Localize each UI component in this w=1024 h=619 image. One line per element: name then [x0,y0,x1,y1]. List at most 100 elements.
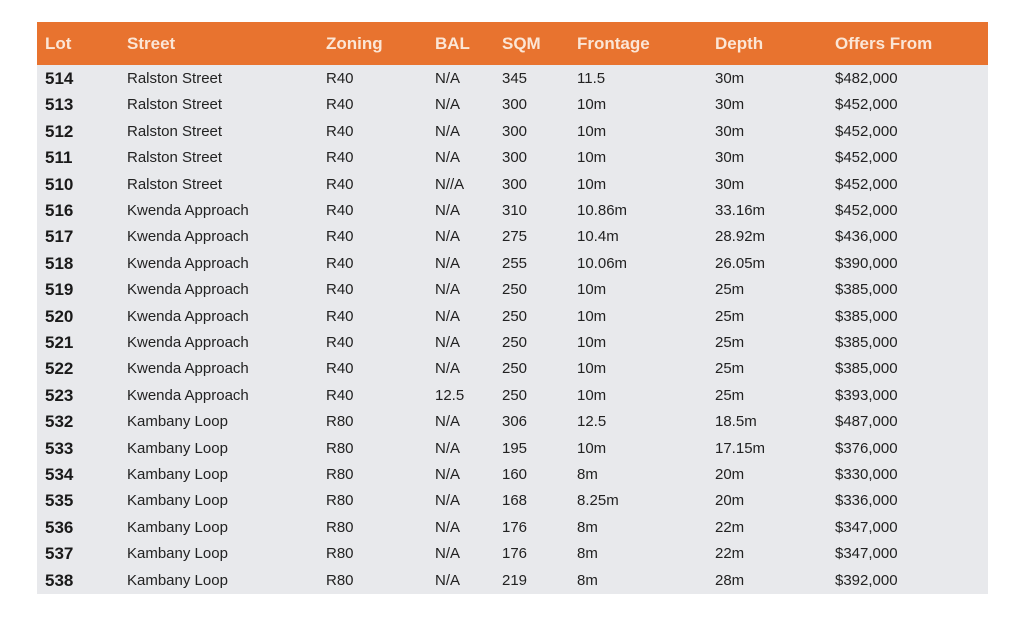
cell-depth: 28.92m [715,228,766,246]
cell-zoning: R40 [326,307,354,325]
cell-depth: 30m [715,70,745,87]
cell-depth: 17.15m [715,439,766,457]
cell-street: Kambany Loop [127,545,228,563]
cell-bal: N/A [435,307,461,325]
cell-bal: N/A [435,122,461,140]
cell-zoning: R40 [326,202,354,219]
cell-depth: 28m [715,571,745,589]
table-row: 523 Kwenda Approach R40 12.5 250 10m 25m $393,0… [37,383,988,409]
header-bal: BAL [435,34,470,53]
table-row: 510 Ralston Street R40 N//A 300 10m 30m $452,00… [37,172,988,198]
cell-street: Ralston Street [127,96,223,114]
table-row: 516 Kwenda Approach R40 N/A 310 10.86m 33.16m $… [37,198,988,224]
cell-sqm: 300 [502,122,528,140]
cell-street: Kambany Loop [127,518,228,536]
cell-sqm: 250 [502,307,528,325]
cell-street: Ralston Street [127,122,223,140]
table-row: 521 Kwenda Approach R40 N/A 250 10m 25m $385,00… [37,330,988,356]
cell-frontage: 10m [577,386,607,404]
cell-bal: N/A [435,254,461,272]
cell-sqm: 168 [502,492,528,510]
cell-street: Kwenda Approach [127,254,249,272]
cell-street: Kwenda Approach [127,228,249,246]
cell-offers-from: $385,000 [835,307,898,325]
cell-offers-from: $390,000 [835,254,898,272]
cell-depth: 25m [715,281,745,299]
cell-lot: 516 [45,201,74,220]
cell-offers-from: $385,000 [835,281,898,299]
cell-frontage: 8m [577,518,598,536]
cell-zoning: R40 [326,175,354,193]
cell-offers-from: $452,000 [835,96,898,114]
cell-lot: 511 [45,148,73,168]
cell-bal: N/A [435,466,461,483]
cell-street: Ralston Street [127,70,223,87]
table-row: 538 Kambany Loop R80 N/A 219 8m 28m $392,000 [37,568,988,594]
cell-frontage: 10m [577,281,607,299]
cell-sqm: 255 [502,254,528,272]
cell-offers-from: $452,000 [835,175,898,193]
cell-lot: 512 [45,121,74,141]
cell-sqm: 345 [502,70,528,87]
cell-offers-from: $482,000 [835,70,898,87]
cell-frontage: 8m [577,466,598,483]
table-row: 511 Ralston Street R40 N/A 300 10m 30m $452,000 [37,145,988,171]
cell-bal: N/A [435,96,461,114]
cell-zoning: R40 [326,360,354,378]
cell-lot: 514 [45,69,74,88]
cell-lot: 510 [45,174,74,194]
table-row: 519 Kwenda Approach R40 N/A 250 10m 25m $385,00… [37,277,988,303]
cell-sqm: 160 [502,466,528,483]
cell-frontage: 10m [577,149,607,167]
cell-frontage: 10.06m [577,254,628,272]
cell-zoning: R40 [326,122,354,140]
lots-table: Lot Street Zoning BAL SQM Frontage Depth… [37,22,988,594]
cell-sqm: 195 [502,439,528,457]
cell-depth: 25m [715,307,745,325]
cell-offers-from: $330,000 [835,466,898,483]
cell-street: Kambany Loop [127,466,228,483]
cell-depth: 30m [715,122,745,140]
cell-offers-from: $385,000 [835,360,898,378]
cell-zoning: R40 [326,96,354,114]
cell-street: Kambany Loop [127,571,228,589]
table-row: 513 Ralston Street R40 N/A 300 10m 30m $452,000 [37,92,988,118]
cell-zoning: R40 [326,386,354,404]
cell-lot: 535 [45,491,74,511]
cell-sqm: 250 [502,360,528,378]
cell-offers-from: $487,000 [835,413,898,431]
cell-street: Kambany Loop [127,492,228,510]
cell-depth: 18.5m [715,413,757,431]
cell-lot: 513 [45,95,74,115]
cell-depth: 30m [715,149,745,167]
header-depth: Depth [715,34,764,53]
cell-sqm: 275 [502,228,528,246]
table-row: 518 Kwenda Approach R40 N/A 255 10.06m 26.05m $… [37,251,988,277]
cell-depth: 33.16m [715,202,766,219]
cell-offers-from: $452,000 [835,149,898,167]
cell-bal: N/A [435,360,461,378]
cell-street: Ralston Street [127,175,223,193]
cell-offers-from: $347,000 [835,518,898,536]
cell-street: Kwenda Approach [127,307,249,325]
cell-frontage: 10m [577,122,607,140]
cell-depth: 22m [715,545,745,563]
cell-depth: 30m [715,96,745,114]
cell-street: Kambany Loop [127,413,228,431]
table-row: 537 Kambany Loop R80 N/A 176 8m 22m $347,000 [37,541,988,567]
cell-bal: N/A [435,149,461,167]
cell-street: Ralston Street [127,149,223,167]
cell-zoning: R80 [326,492,354,510]
cell-lot: 522 [45,359,74,379]
cell-zoning: R40 [326,254,354,272]
cell-bal: 12.5 [435,386,465,404]
header-street: Street [127,34,176,53]
table-row: 517 Kwenda Approach R40 N/A 275 10.4m 28.92m $4… [37,224,988,250]
cell-zoning: R40 [326,281,354,299]
cell-lot: 533 [45,438,74,458]
cell-sqm: 306 [502,413,528,431]
cell-bal: N/A [435,545,461,563]
cell-zoning: R80 [326,439,354,457]
cell-street: Kwenda Approach [127,334,249,351]
cell-offers-from: $393,000 [835,386,898,404]
